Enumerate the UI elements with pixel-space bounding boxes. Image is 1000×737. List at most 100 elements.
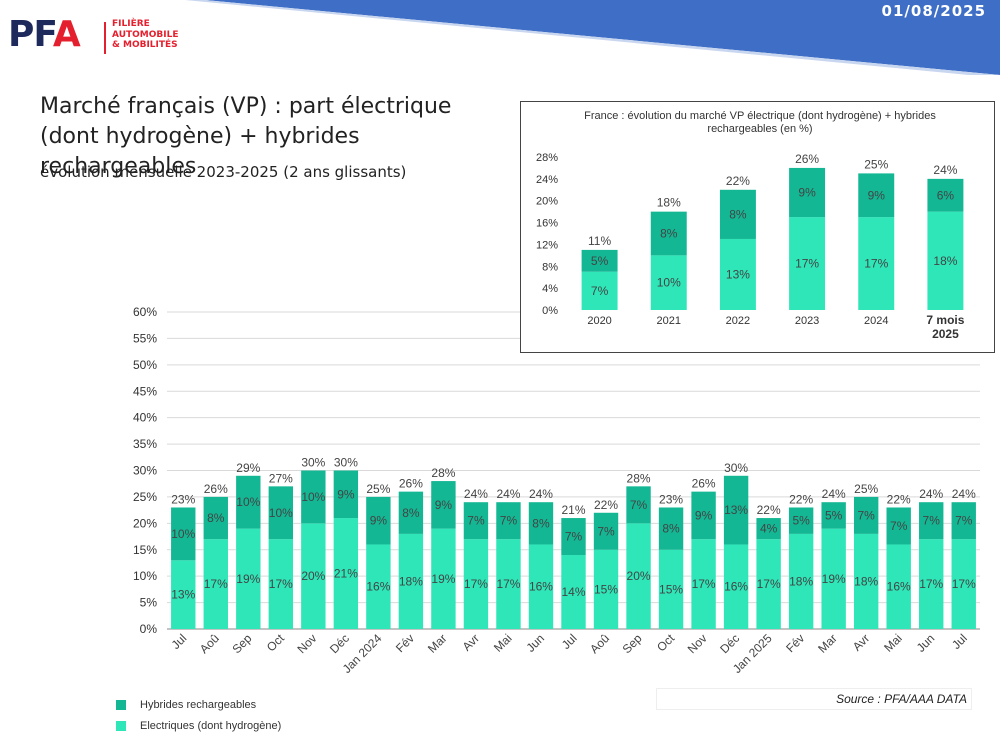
bar-hybrid	[951, 502, 976, 540]
bar-electric	[788, 533, 814, 629]
data-label-electric: 17%	[952, 577, 976, 591]
bar-hybrid	[333, 470, 359, 519]
page-title: Marché français (VP) : part électrique (…	[40, 94, 452, 179]
x-tick-label: Fév	[393, 631, 417, 655]
data-label-electric: 18%	[789, 574, 813, 588]
data-label-total: 26%	[399, 477, 423, 491]
x-tick-label: Avr	[850, 631, 872, 653]
bar-hybrid	[723, 475, 749, 545]
data-label-total: 25%	[366, 482, 390, 496]
data-label-hybrid: 13%	[724, 503, 748, 517]
data-label-total: 26%	[692, 477, 716, 491]
bar-hybrid	[236, 475, 261, 529]
data-label-total: 26%	[204, 482, 228, 496]
bar-electric	[366, 544, 391, 629]
data-label-electric: 16%	[887, 580, 911, 594]
y-tick-label: 50%	[133, 358, 157, 372]
logo-tagline-line: FILIÈRE	[112, 19, 150, 29]
logo-a: A	[52, 14, 81, 55]
x-tick-label: Nov	[685, 631, 710, 656]
data-label-hybrid: 4%	[760, 522, 778, 536]
x-tick-label: Mar	[425, 631, 450, 656]
bar-hybrid	[886, 507, 911, 545]
data-label-total: 21%	[561, 503, 585, 517]
x-tick-label: Fév	[783, 631, 807, 655]
legend-item-hybrid: Hybrides rechargeables	[116, 694, 281, 715]
data-label-electric: 21%	[334, 567, 358, 581]
data-label-total: 22%	[757, 503, 781, 517]
data-label-electric: 17%	[757, 577, 781, 591]
x-tick-label: Sep	[229, 631, 254, 656]
data-label-hybrid: 7%	[955, 514, 973, 528]
bar-electric	[268, 539, 294, 629]
x-tick-label: Mai	[491, 631, 515, 655]
x-tick-label: Oct	[264, 631, 288, 655]
x-tick-label: Nov	[294, 631, 319, 656]
data-label-electric: 17%	[269, 577, 293, 591]
data-label-hybrid: 5%	[825, 508, 843, 522]
data-label-electric: 15%	[659, 582, 683, 596]
bar-electric	[691, 539, 716, 629]
bar-hybrid	[593, 512, 619, 550]
data-label-hybrid: 7%	[630, 498, 648, 512]
data-label-total: 22%	[887, 492, 911, 506]
data-label-total: 29%	[236, 461, 260, 475]
bar-electric	[593, 549, 619, 629]
data-label-electric: 16%	[724, 580, 748, 594]
data-label-hybrid: 7%	[923, 514, 941, 528]
data-label-hybrid: 9%	[337, 487, 355, 501]
bar-electric	[333, 518, 359, 629]
data-label-total: 23%	[171, 492, 195, 506]
x-tick-label: Oct	[654, 631, 678, 655]
bar-electric	[528, 544, 554, 629]
data-label-electric: 17%	[464, 577, 488, 591]
bar-hybrid	[268, 486, 294, 540]
y-tick-label: 10%	[133, 569, 157, 583]
data-label-hybrid: 7%	[500, 514, 518, 528]
y-tick-label: 35%	[133, 437, 157, 451]
data-label-electric: 17%	[496, 577, 520, 591]
bar-hybrid	[398, 491, 424, 534]
legend-swatch-hybrid	[116, 699, 126, 710]
legend-label: Electriques (dont hydrogène)	[140, 719, 282, 732]
x-tick-label: Jul	[169, 631, 190, 652]
data-label-electric: 17%	[204, 577, 228, 591]
bar-electric	[886, 544, 911, 629]
data-label-hybrid: 8%	[532, 516, 550, 530]
bar-hybrid	[301, 470, 326, 524]
x-tick-label: Aoû	[197, 631, 222, 656]
data-label-electric: 16%	[366, 580, 390, 594]
bar-electric	[756, 539, 781, 629]
bar-electric	[398, 533, 424, 629]
bar-electric	[561, 555, 586, 629]
legend-label: Hybrides rechargeables	[140, 698, 257, 711]
bar-hybrid	[658, 507, 684, 550]
data-label-hybrid: 9%	[435, 498, 453, 512]
bar-hybrid	[366, 496, 391, 545]
x-tick-label: Déc	[327, 631, 352, 656]
data-label-total: 30%	[334, 456, 358, 470]
y-tick-label: 25%	[133, 490, 157, 504]
data-label-total: 24%	[822, 487, 846, 501]
source-note: Source : PFA/AAA DATA	[656, 688, 972, 710]
y-tick-label: 30%	[133, 464, 157, 478]
data-label-electric: 19%	[431, 572, 455, 586]
data-label-total: 22%	[594, 498, 618, 512]
inset-chart-frame	[520, 101, 995, 353]
x-tick-label: Déc	[717, 631, 742, 656]
data-label-total: 24%	[952, 487, 976, 501]
header-banner	[185, 0, 1000, 75]
data-label-electric: 16%	[529, 580, 553, 594]
inset-chart-title: France : évolution du marché VP électriq…	[584, 110, 936, 135]
data-label-hybrid: 10%	[171, 527, 195, 541]
data-label-total: 30%	[301, 456, 325, 470]
bar-electric	[496, 539, 521, 629]
data-label-electric: 14%	[561, 585, 585, 599]
bar-electric	[431, 528, 456, 629]
bar-hybrid	[496, 502, 521, 540]
bar-electric	[853, 533, 879, 629]
bar-hybrid	[528, 502, 554, 545]
bar-electric	[301, 523, 326, 629]
y-tick-label: 20%	[133, 516, 157, 530]
